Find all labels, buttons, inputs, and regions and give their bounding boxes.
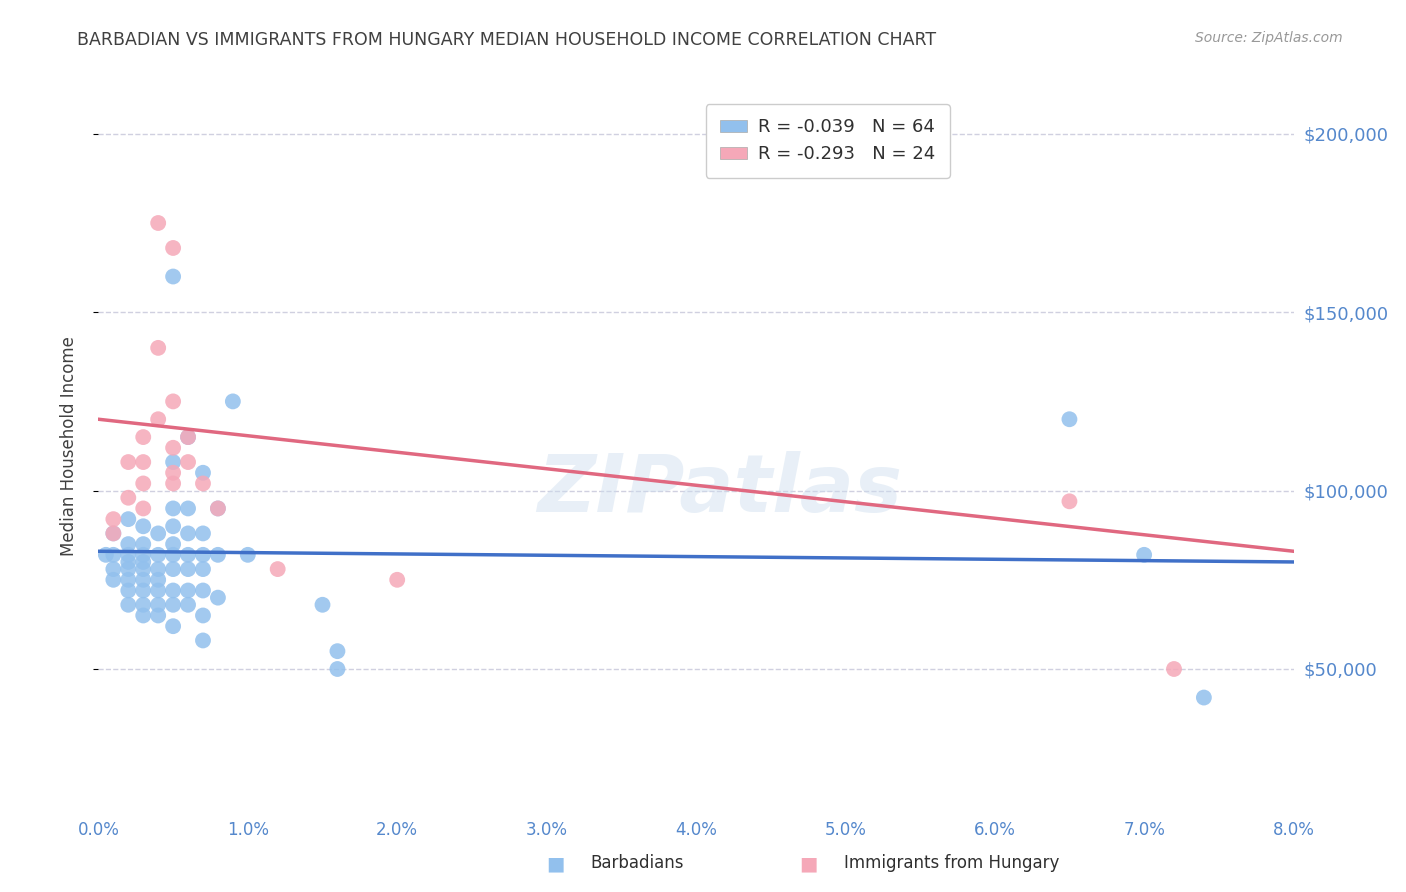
Point	[162, 455, 184, 469]
Point	[191, 608, 214, 623]
Point	[177, 562, 200, 576]
Point	[177, 598, 200, 612]
Text: ■: ■	[546, 854, 565, 873]
Point	[267, 562, 290, 576]
Point	[191, 583, 214, 598]
Point	[132, 537, 155, 551]
Point	[103, 526, 125, 541]
Point	[117, 491, 139, 505]
Point	[177, 583, 200, 598]
Point	[148, 598, 170, 612]
Point	[132, 583, 155, 598]
Point	[207, 501, 229, 516]
Point	[177, 430, 200, 444]
Point	[177, 526, 200, 541]
Point	[132, 455, 155, 469]
Text: Immigrants from Hungary: Immigrants from Hungary	[844, 855, 1059, 872]
Point	[117, 548, 139, 562]
Point	[132, 548, 155, 562]
Point	[162, 598, 184, 612]
Point	[162, 241, 184, 255]
Point	[162, 476, 184, 491]
Point	[148, 341, 170, 355]
Point	[132, 430, 155, 444]
Point	[207, 548, 229, 562]
Point	[117, 562, 139, 576]
Point	[191, 526, 214, 541]
Y-axis label: Median Household Income: Median Household Income	[59, 336, 77, 556]
Point	[132, 598, 155, 612]
Point	[191, 476, 214, 491]
Point	[326, 662, 349, 676]
Point	[103, 512, 125, 526]
Point	[148, 562, 170, 576]
Point	[1059, 412, 1081, 426]
Point	[177, 430, 200, 444]
Legend: R = -0.039   N = 64, R = -0.293   N = 24: R = -0.039 N = 64, R = -0.293 N = 24	[706, 104, 950, 178]
Point	[311, 598, 333, 612]
Point	[162, 619, 184, 633]
Point	[162, 269, 184, 284]
Point	[222, 394, 245, 409]
Point	[148, 412, 170, 426]
Point	[117, 537, 139, 551]
Point	[191, 466, 214, 480]
Point	[162, 562, 184, 576]
Point	[132, 573, 155, 587]
Point	[162, 519, 184, 533]
Point	[117, 598, 139, 612]
Point	[148, 583, 170, 598]
Point	[191, 548, 214, 562]
Point	[148, 526, 170, 541]
Point	[132, 501, 155, 516]
Point	[162, 466, 184, 480]
Text: BARBADIAN VS IMMIGRANTS FROM HUNGARY MEDIAN HOUSEHOLD INCOME CORRELATION CHART: BARBADIAN VS IMMIGRANTS FROM HUNGARY MED…	[77, 31, 936, 49]
Point	[162, 583, 184, 598]
Point	[103, 526, 125, 541]
Point	[117, 455, 139, 469]
Text: Source: ZipAtlas.com: Source: ZipAtlas.com	[1195, 31, 1343, 45]
Point	[132, 562, 155, 576]
Point	[148, 608, 170, 623]
Point	[177, 501, 200, 516]
Point	[103, 562, 125, 576]
Point	[162, 394, 184, 409]
Point	[162, 501, 184, 516]
Point	[177, 455, 200, 469]
Point	[117, 573, 139, 587]
Point	[1059, 494, 1081, 508]
Point	[117, 583, 139, 598]
Point	[132, 608, 155, 623]
Text: Barbadians: Barbadians	[591, 855, 685, 872]
Point	[1192, 690, 1215, 705]
Point	[162, 537, 184, 551]
Point	[207, 591, 229, 605]
Point	[94, 548, 117, 562]
Point	[1163, 662, 1185, 676]
Point	[103, 548, 125, 562]
Point	[132, 476, 155, 491]
Point	[326, 644, 349, 658]
Point	[132, 555, 155, 569]
Point	[162, 441, 184, 455]
Point	[1133, 548, 1156, 562]
Point	[236, 548, 259, 562]
Point	[207, 501, 229, 516]
Point	[148, 573, 170, 587]
Point	[162, 548, 184, 562]
Point	[148, 548, 170, 562]
Point	[191, 633, 214, 648]
Text: ZIPatlas: ZIPatlas	[537, 450, 903, 529]
Point	[117, 512, 139, 526]
Point	[191, 562, 214, 576]
Point	[385, 573, 409, 587]
Point	[132, 519, 155, 533]
Point	[148, 216, 170, 230]
Point	[103, 573, 125, 587]
Point	[177, 548, 200, 562]
Point	[117, 555, 139, 569]
Text: ■: ■	[799, 854, 818, 873]
